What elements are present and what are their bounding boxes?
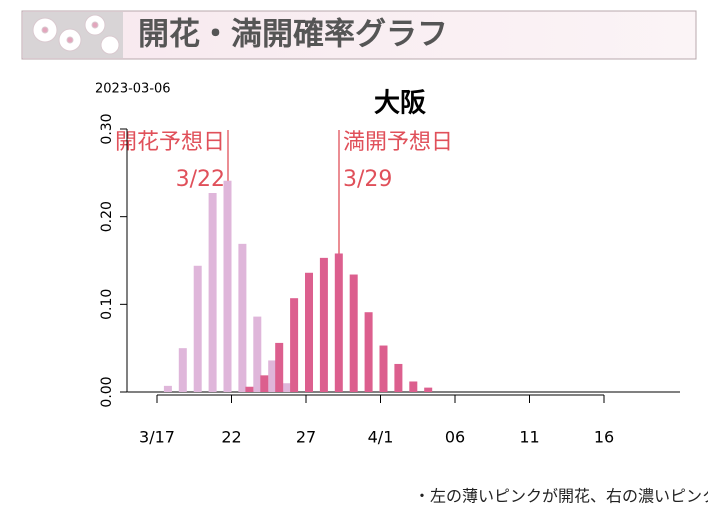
y-tick-label: 0.30	[99, 113, 115, 144]
y-tick-label: 0.10	[99, 289, 115, 320]
bar	[253, 316, 262, 392]
bar	[178, 348, 187, 392]
bar	[163, 385, 172, 392]
header-title: 開花・満開確率グラフ	[138, 17, 448, 53]
bar	[223, 180, 232, 392]
annotation-label: 開花予想日	[115, 130, 225, 155]
bar	[260, 375, 269, 392]
bar	[290, 298, 299, 392]
bar	[349, 274, 358, 392]
x-tick-label: 27	[296, 428, 316, 447]
bar	[379, 345, 388, 392]
bar	[305, 272, 313, 392]
footnote: ・左の薄いピンクが開花、右の濃いピンクは満開。	[414, 487, 708, 506]
x-tick-label: 06	[445, 428, 465, 447]
y-tick-label: 0.20	[99, 201, 115, 232]
bar	[334, 253, 343, 392]
bar	[238, 243, 247, 392]
bar	[208, 192, 217, 392]
bar	[319, 257, 328, 392]
bar	[409, 381, 418, 392]
chart-title: 大阪	[374, 89, 426, 119]
x-tick-label: 16	[594, 428, 614, 447]
bar	[245, 386, 254, 392]
header-banner	[21, 10, 697, 60]
flower-icon	[23, 12, 123, 58]
y-tick-label: 0.00	[99, 376, 115, 407]
x-tick-label: 11	[519, 428, 539, 447]
annotation-label: 満開予想日	[343, 130, 453, 155]
bar	[268, 360, 277, 392]
chart-date: 2023-03-06	[95, 82, 171, 97]
bar	[275, 342, 284, 392]
x-tick-label: 4/1	[368, 428, 394, 447]
annotation-date: 3/22	[176, 167, 225, 192]
bar	[394, 363, 403, 392]
x-tick-label: 22	[221, 428, 241, 447]
bar	[193, 265, 202, 392]
bar	[283, 383, 292, 392]
x-tick-label: 3/17	[139, 428, 175, 447]
bar	[424, 387, 433, 392]
bar	[364, 312, 373, 392]
annotation-date: 3/29	[343, 167, 392, 192]
